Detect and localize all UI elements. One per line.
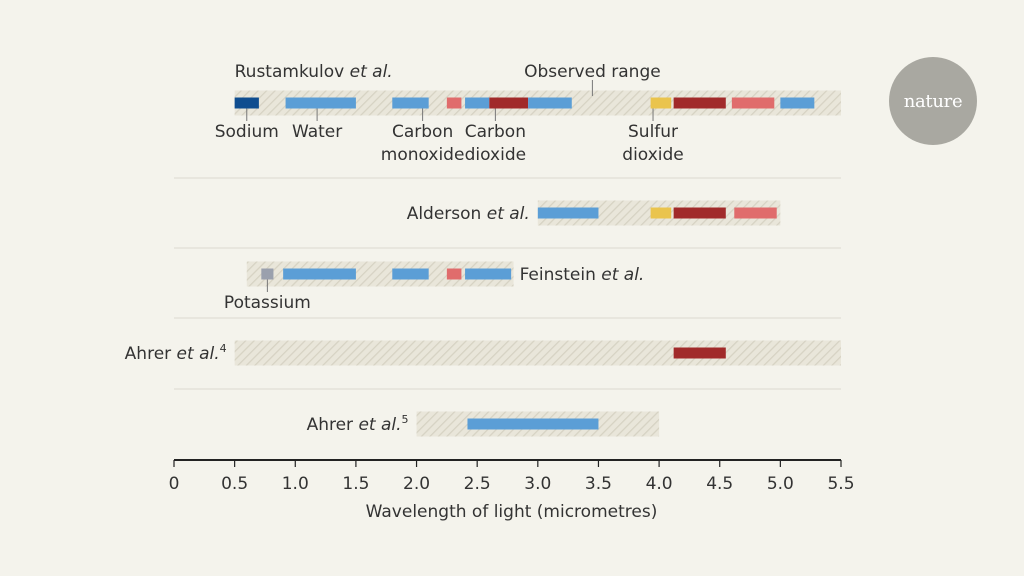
row-label-name: Rustamkulov bbox=[235, 62, 350, 82]
row-label: Ahrer et al.4 bbox=[125, 342, 227, 364]
molecule-label: Sodium bbox=[215, 122, 279, 142]
molecule-bar bbox=[467, 418, 599, 430]
row-label-name: Ahrer bbox=[125, 344, 177, 364]
molecule-bar bbox=[537, 207, 599, 219]
molecule-label-line: Sulfur bbox=[628, 122, 678, 142]
molecule-label-line: monoxide bbox=[381, 145, 465, 165]
x-axis-tick-label: 2.5 bbox=[464, 474, 491, 494]
x-axis-title: Wavelength of light (micrometres) bbox=[366, 502, 658, 522]
molecule-bar bbox=[650, 207, 672, 219]
row-label-superscript: 5 bbox=[402, 413, 409, 426]
molecule-bar bbox=[489, 97, 529, 109]
x-axis-tick-label: 5.0 bbox=[767, 474, 794, 494]
row-label: Rustamkulov et al. bbox=[235, 62, 393, 82]
row-label-etal: et al. bbox=[350, 62, 393, 82]
molecule-bar bbox=[392, 97, 429, 109]
molecule-bar bbox=[780, 97, 815, 109]
molecule-label-line: Potassium bbox=[224, 293, 311, 313]
x-axis-tick-label: 4.0 bbox=[646, 474, 673, 494]
x-axis-tick-label: 1.0 bbox=[282, 474, 309, 494]
molecule-bar bbox=[673, 207, 726, 219]
molecule-label: Carbon monoxide bbox=[381, 122, 465, 165]
row-label-superscript: 4 bbox=[220, 342, 227, 355]
molecule-bar bbox=[528, 97, 572, 109]
x-axis-tick-label: 3.5 bbox=[585, 474, 612, 494]
row-label: Feinstein et al. bbox=[520, 265, 645, 285]
molecule-bar bbox=[673, 347, 726, 359]
row-label-etal: et al. bbox=[601, 265, 644, 285]
molecule-label-line: Sodium bbox=[215, 122, 279, 142]
molecule-bar bbox=[446, 268, 462, 280]
molecule-bar bbox=[392, 268, 429, 280]
x-axis-tick-label: 4.5 bbox=[706, 474, 733, 494]
molecule-label: Potassium bbox=[224, 293, 311, 313]
x-axis-tick-label: 0.5 bbox=[221, 474, 248, 494]
row-label-etal: et al. bbox=[177, 344, 220, 364]
molecule-label: Carbon dioxide bbox=[465, 122, 526, 165]
molecule-bar bbox=[465, 97, 490, 109]
row-label: Alderson et al. bbox=[407, 204, 530, 224]
molecule-label-line: dioxide bbox=[622, 145, 683, 165]
x-axis-tick-label: 1.5 bbox=[342, 474, 369, 494]
molecule-label-line: dioxide bbox=[465, 145, 526, 165]
molecule-label-line: Water bbox=[292, 122, 342, 142]
nature-logo: nature bbox=[889, 57, 977, 145]
row-label-name: Feinstein bbox=[520, 265, 602, 285]
molecule-bar bbox=[465, 268, 512, 280]
row-label-etal: et al. bbox=[487, 204, 530, 224]
molecule-label: Sulfur dioxide bbox=[622, 122, 683, 165]
molecule-bar bbox=[261, 268, 274, 280]
x-axis-tick-label: 5.5 bbox=[827, 474, 854, 494]
observed-range-label: Observed range bbox=[524, 62, 661, 82]
row-label-etal: et al. bbox=[358, 415, 401, 435]
row-label-name: Alderson bbox=[407, 204, 487, 224]
observed-range-strip bbox=[234, 340, 842, 366]
molecule-bar bbox=[446, 97, 462, 109]
molecule-bar bbox=[283, 268, 356, 280]
molecule-label: Water bbox=[292, 122, 342, 142]
molecule-bar bbox=[285, 97, 356, 109]
row-label-name: Ahrer bbox=[307, 415, 359, 435]
molecule-bar bbox=[731, 97, 775, 109]
row-label: Ahrer et al.5 bbox=[307, 413, 409, 435]
molecule-bar bbox=[650, 97, 672, 109]
molecule-label-line: Carbon bbox=[392, 122, 453, 142]
x-axis-tick-label: 2.0 bbox=[403, 474, 430, 494]
molecule-bar bbox=[734, 207, 777, 219]
x-axis-tick-label: 3.0 bbox=[524, 474, 551, 494]
molecule-bar bbox=[234, 97, 259, 109]
molecule-bar bbox=[673, 97, 726, 109]
x-axis-tick-label: 0 bbox=[169, 474, 180, 494]
molecule-label-line: Carbon bbox=[465, 122, 526, 142]
